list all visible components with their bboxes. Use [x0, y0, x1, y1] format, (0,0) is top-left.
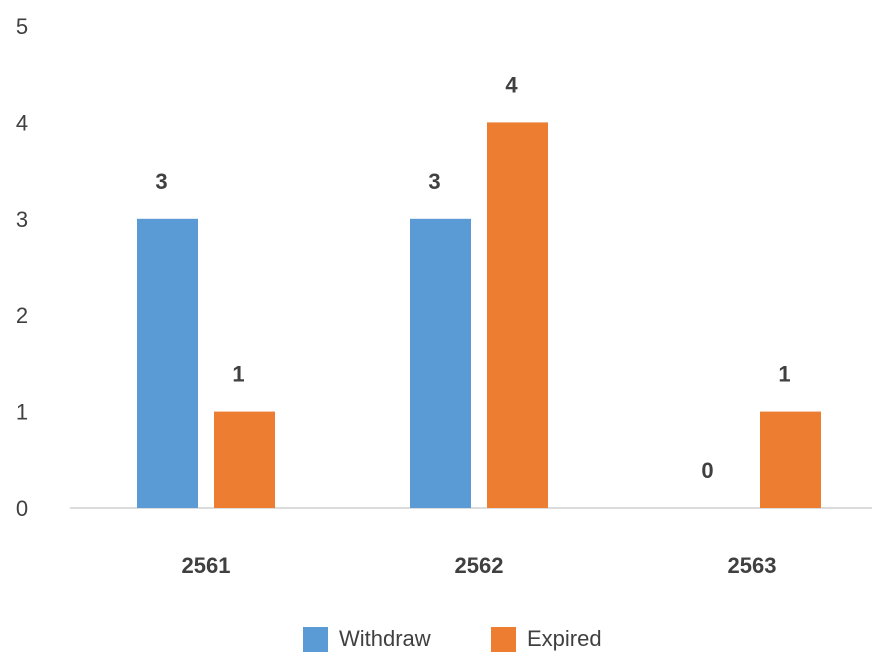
bar-withdraw-2562: [410, 218, 471, 509]
legend-swatch-withdraw: [303, 627, 328, 652]
y-tick-label: 4: [16, 110, 28, 135]
bars: [137, 122, 821, 509]
y-axis-ticks: 0 1 2 3 4 5: [16, 14, 28, 521]
data-label: 1: [778, 362, 790, 387]
y-tick-label: 2: [16, 303, 28, 328]
legend-label-expired: Expired: [527, 626, 602, 651]
y-tick-label: 0: [16, 496, 28, 521]
legend-swatch-expired: [491, 627, 516, 652]
data-label: 3: [155, 169, 167, 194]
x-category-label: 2563: [728, 553, 777, 578]
x-category-label: 2562: [455, 553, 504, 578]
data-label: 0: [701, 458, 713, 483]
y-tick-label: 1: [16, 400, 28, 425]
data-labels: 3 1 3 4 0 1: [155, 72, 790, 483]
bar-withdraw-2561: [137, 218, 198, 509]
x-category-label: 2561: [182, 553, 231, 578]
data-label: 1: [232, 362, 244, 387]
bar-expired-2561: [214, 411, 275, 508]
y-tick-label: 5: [16, 14, 28, 39]
x-axis-categories: 2561 2562 2563: [182, 553, 777, 578]
data-label: 4: [505, 72, 518, 97]
legend-label-withdraw: Withdraw: [339, 626, 431, 651]
legend: Withdraw Expired: [303, 626, 602, 652]
y-tick-label: 3: [16, 207, 28, 232]
bar-expired-2563: [760, 411, 821, 508]
bar-expired-2562: [487, 122, 548, 509]
data-label: 3: [428, 169, 440, 194]
